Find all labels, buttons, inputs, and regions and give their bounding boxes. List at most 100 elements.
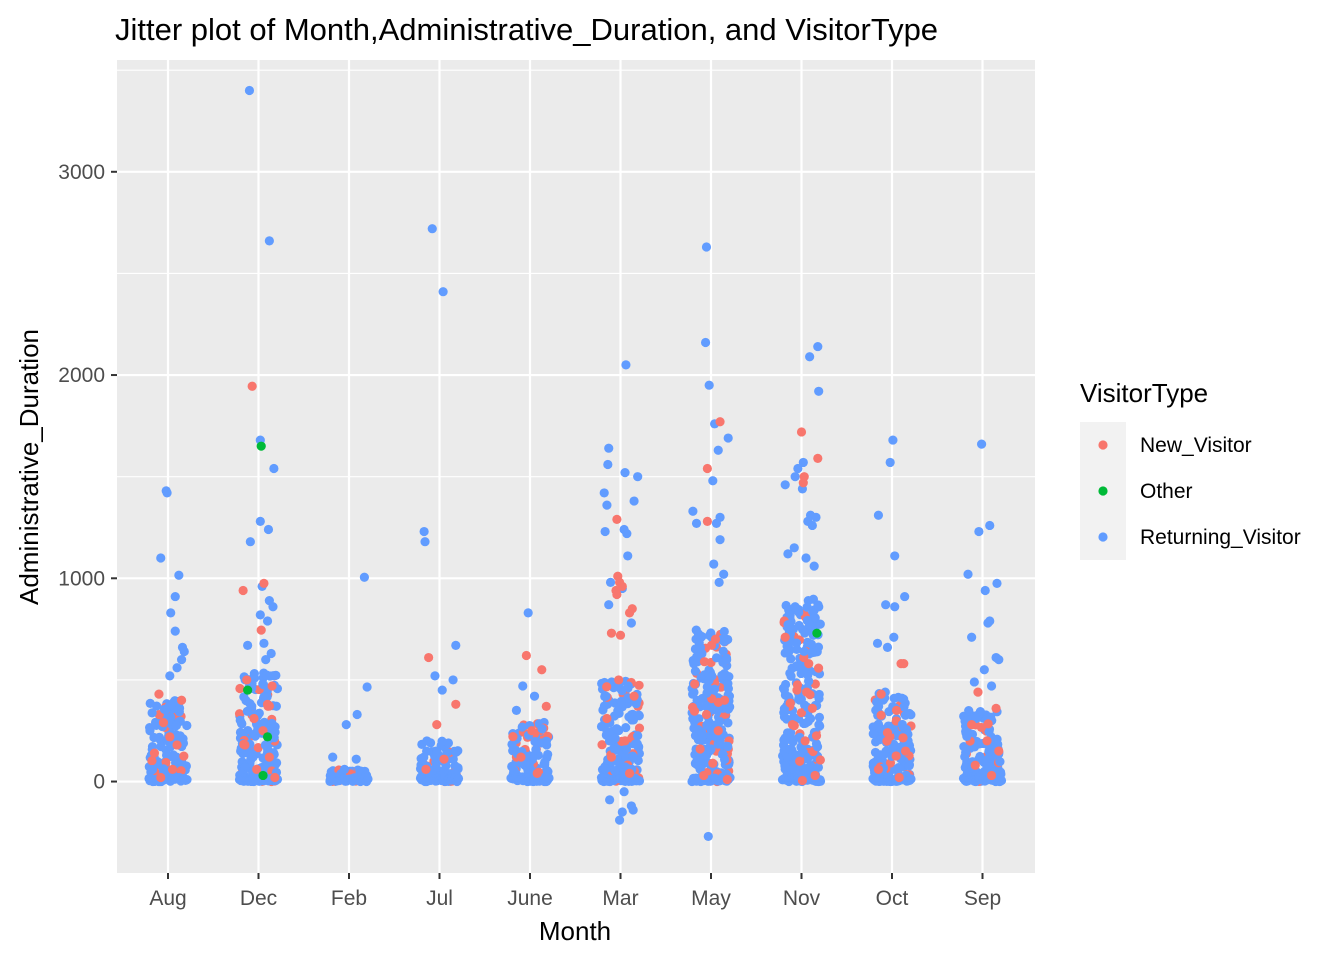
point-returning-visitor — [992, 578, 1002, 588]
cluster-point — [785, 610, 795, 620]
point-returning-visitor — [623, 551, 633, 561]
cluster-point — [621, 722, 631, 733]
point-new-visitor — [532, 768, 542, 779]
point-returning-visitor — [900, 591, 910, 602]
cluster-point — [260, 762, 270, 772]
point-new-visitor — [521, 650, 531, 661]
point-returning-visitor — [602, 500, 612, 510]
cluster-point — [244, 748, 254, 759]
cluster-point — [983, 719, 993, 729]
point-returning-visitor — [703, 831, 713, 842]
point-new-visitor — [715, 417, 725, 427]
point-returning-visitor — [165, 671, 175, 681]
point-new-visitor — [787, 720, 798, 730]
point-returning-visitor — [986, 681, 997, 691]
cluster-point — [161, 750, 172, 760]
cluster-point — [634, 680, 644, 690]
cluster-point — [258, 680, 269, 690]
point-new-visitor — [165, 732, 175, 742]
cluster-point — [960, 752, 970, 762]
point-returning-visitor — [974, 526, 984, 537]
point-returning-visitor — [811, 512, 821, 522]
cluster-point — [171, 720, 182, 731]
cluster-point — [803, 670, 813, 680]
point-new-visitor — [252, 764, 262, 774]
cluster-point — [884, 706, 894, 717]
point-returning-visitor — [172, 663, 182, 673]
legend-key-other — [1098, 486, 1108, 496]
cluster-point — [610, 733, 620, 743]
cluster-point — [724, 672, 734, 682]
cluster-point — [271, 670, 281, 680]
point-returning-visitor — [890, 602, 900, 612]
point-returning-visitor — [259, 638, 269, 648]
cluster-point — [780, 761, 790, 771]
point-returning-visitor — [708, 476, 718, 486]
point-new-visitor — [156, 772, 166, 783]
point-returning-visitor — [328, 752, 338, 762]
cluster-point — [621, 752, 631, 762]
point-returning-visitor — [162, 488, 172, 498]
point-other — [262, 732, 273, 742]
cluster-point — [600, 691, 610, 702]
point-returning-visitor — [985, 520, 995, 531]
point-new-visitor — [270, 772, 280, 783]
point-returning-visitor — [888, 435, 898, 445]
point-new-visitor — [541, 701, 551, 711]
point-new-visitor — [699, 770, 709, 781]
point-new-visitor — [986, 770, 997, 781]
point-returning-visitor — [603, 459, 613, 470]
cluster-point — [612, 724, 622, 734]
cluster-point — [598, 705, 608, 715]
cluster-point — [453, 773, 464, 784]
x-tick-label: Feb — [331, 887, 367, 910]
point-returning-visitor — [873, 510, 884, 520]
point-new-visitor — [807, 703, 817, 713]
cluster-point — [785, 744, 795, 754]
point-new-visitor — [701, 709, 712, 720]
cluster-point — [779, 704, 789, 714]
cluster-point — [689, 659, 699, 669]
cluster-point — [145, 698, 155, 708]
cluster-point — [959, 742, 969, 752]
cluster-point — [802, 687, 812, 697]
cluster-point — [815, 755, 825, 765]
cluster-point — [779, 685, 790, 695]
cluster-point — [695, 642, 706, 653]
cluster-point — [634, 723, 645, 733]
x-tick-label: June — [507, 887, 553, 910]
cluster-point — [422, 736, 432, 746]
point-returning-visitor — [807, 520, 817, 531]
point-returning-visitor — [790, 472, 800, 482]
point-new-visitor — [708, 758, 718, 768]
point-new-visitor — [710, 634, 721, 644]
point-returning-visitor — [604, 443, 614, 453]
cluster-point — [872, 703, 883, 713]
cluster-point — [718, 646, 728, 656]
point-returning-visitor — [793, 463, 803, 474]
point-new-visitor — [894, 772, 904, 783]
cluster-point — [719, 626, 729, 637]
cluster-point — [179, 751, 189, 761]
cluster-point — [242, 706, 252, 716]
cluster-point — [709, 705, 719, 715]
point-new-visitor — [240, 740, 250, 750]
point-new-visitor — [247, 381, 257, 391]
cluster-point — [176, 766, 186, 776]
cluster-point — [813, 600, 823, 610]
cluster-point — [688, 714, 698, 724]
point-returning-visitor — [619, 787, 629, 797]
legend-label: Other — [1140, 480, 1193, 503]
x-tick-label: Jul — [426, 887, 453, 910]
y-axis-title: Administrative_Duration — [14, 329, 44, 605]
cluster-point — [147, 708, 157, 718]
point-returning-visitor — [438, 287, 448, 297]
point-new-visitor — [702, 516, 712, 526]
point-new-visitor — [804, 659, 814, 669]
point-returning-visitor — [994, 654, 1004, 665]
point-returning-visitor — [166, 608, 176, 618]
cluster-point — [882, 736, 892, 746]
point-returning-visitor — [801, 553, 811, 563]
point-new-visitor — [612, 589, 622, 600]
point-new-visitor — [702, 463, 712, 474]
